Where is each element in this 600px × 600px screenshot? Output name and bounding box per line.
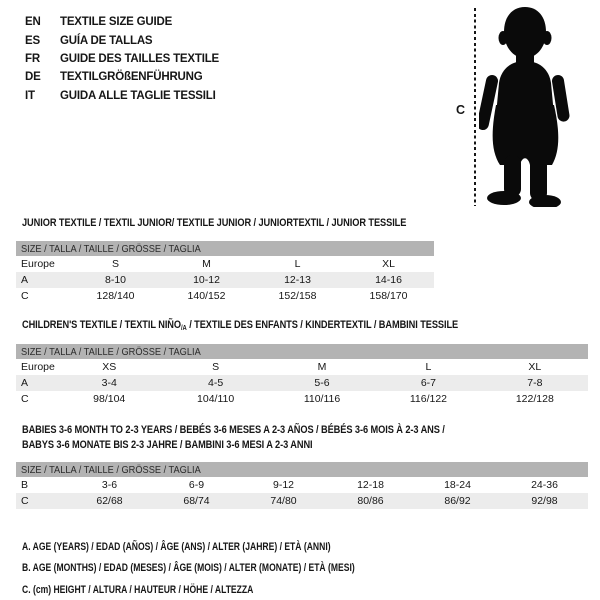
legend-line-a: A. AGE (YEARS) / EDAD (AÑOS) / ÂGE (ANS)… — [22, 540, 331, 553]
row-label: B — [21, 479, 29, 491]
babies-size-table: SIZE / TALLA / TAILLE / GRÖSSE / TAGLIA … — [16, 462, 588, 509]
size-header-bar: SIZE / TALLA / TAILLE / GRÖSSE / TAGLIA — [16, 462, 588, 477]
table-cell: 92/98 — [531, 495, 558, 507]
children-table-title: CHILDREN'S TEXTILE / TEXTIL NIÑO/A / TEX… — [22, 319, 541, 332]
size-header-text: SIZE / TALLA / TAILLE / GRÖSSE / TAGLIA — [21, 242, 201, 255]
table-cell: 3-4 — [101, 377, 117, 389]
legend-line-c: C. (cm) HEIGHT / ALTURA / HAUTEUR / HÖHE… — [22, 583, 254, 596]
size-header-bar: SIZE / TALLA / TAILLE / GRÖSSE / TAGLIA — [16, 344, 588, 359]
language-label: GUIDA ALLE TAGLIE TESSILI — [60, 89, 216, 102]
title-subscript: /A — [180, 325, 187, 332]
language-title-list: EN TEXTILE SIZE GUIDE ES GUÍA DE TALLAS … — [25, 13, 219, 105]
babies-table-title-line2: BABYS 3-6 MONATE BIS 2-3 JAHRE / BAMBINI… — [22, 439, 313, 451]
language-row-it: IT GUIDA ALLE TAGLIE TESSILI — [25, 87, 219, 105]
table-cell: 12-18 — [357, 479, 384, 491]
column-header-size: L — [294, 258, 301, 270]
column-header-size: S — [111, 258, 119, 270]
legend-line-b: B. AGE (MONTHS) / EDAD (MESES) / ÂGE (MO… — [22, 562, 355, 575]
table-cell: 116/122 — [409, 393, 448, 405]
table-row-height: C 62/68 68/74 74/80 80/86 86/92 92/98 — [16, 493, 588, 509]
language-code: FR — [25, 52, 40, 65]
language-label: GUIDE DES TAILLES TEXTILE — [60, 52, 219, 65]
language-row-fr: FR GUIDE DES TAILLES TEXTILE — [25, 50, 219, 68]
column-header-size: XL — [528, 361, 542, 373]
table-cell: 86/92 — [444, 495, 471, 507]
column-header-size: XS — [102, 361, 117, 373]
language-row-en: EN TEXTILE SIZE GUIDE — [25, 13, 219, 31]
measurement-legend: A. AGE (YEARS) / EDAD (AÑOS) / ÂGE (ANS)… — [22, 536, 449, 600]
size-header-bar: SIZE / TALLA / TAILLE / GRÖSSE / TAGLIA — [16, 241, 434, 256]
table-cell: 62/68 — [96, 495, 123, 507]
column-header-europe: Europe — [21, 361, 55, 373]
column-header-size: M — [202, 258, 211, 270]
junior-table-title: JUNIOR TEXTILE / TEXTIL JUNIOR/ TEXTILE … — [22, 217, 480, 229]
table-cell: 128/140 — [96, 290, 135, 302]
babies-table-title: BABIES 3-6 MONTH TO 2-3 YEARS / BEBÉS 3-… — [22, 424, 525, 454]
language-code: ES — [25, 34, 40, 47]
table-row-age-months: B 3-6 6-9 9-12 12-18 18-24 24-36 — [16, 477, 588, 493]
table-cell: 9-12 — [272, 479, 294, 491]
language-code: EN — [25, 16, 41, 29]
row-label: C — [21, 495, 29, 507]
junior-size-table: SIZE / TALLA / TAILLE / GRÖSSE / TAGLIA … — [16, 241, 434, 304]
language-label: TEXTILE SIZE GUIDE — [60, 16, 173, 29]
table-cell: 6-9 — [188, 479, 205, 491]
table-cell: 140/152 — [187, 290, 226, 302]
table-cell: 6-7 — [420, 377, 437, 389]
column-header-size: L — [425, 361, 432, 373]
table-cell: 3-6 — [101, 479, 118, 491]
table-cell: 104/110 — [197, 393, 235, 405]
table-cell: 158/170 — [369, 290, 408, 302]
table-cell: 18-24 — [444, 479, 471, 491]
table-cell: 12-13 — [284, 274, 311, 286]
table-cell: 98/104 — [93, 393, 126, 405]
table-cell: 74/80 — [270, 495, 297, 507]
table-row-age-years: A 8-10 10-12 12-13 14-16 — [16, 272, 434, 288]
table-cell: 80/86 — [357, 495, 384, 507]
baby-silhouette-icon — [479, 7, 570, 207]
language-label: TEXTILGRÖßENFÜHRUNG — [60, 71, 203, 84]
height-dashed-line — [474, 8, 476, 206]
column-header-size: S — [212, 361, 220, 373]
row-label: C — [21, 290, 29, 302]
size-header-text: SIZE / TALLA / TAILLE / GRÖSSE / TAGLIA — [21, 463, 201, 476]
babies-table-title-line1: BABIES 3-6 MONTH TO 2-3 YEARS / BEBÉS 3-… — [22, 424, 445, 436]
column-header-size: M — [317, 361, 327, 373]
height-label-c: C — [456, 103, 466, 117]
language-row-es: ES GUÍA DE TALLAS — [25, 31, 219, 49]
row-label: A — [21, 274, 29, 286]
language-label: GUÍA DE TALLAS — [60, 34, 153, 47]
junior-table-title-text: JUNIOR TEXTILE / TEXTIL JUNIOR/ TEXTILE … — [22, 217, 407, 229]
table-cell: 68/74 — [183, 495, 210, 507]
column-header-size: XL — [382, 258, 395, 270]
column-header-europe: Europe — [21, 258, 55, 270]
column-header-row: Europe XS S M L XL — [16, 359, 588, 375]
size-header-text: SIZE / TALLA / TAILLE / GRÖSSE / TAGLIA — [21, 345, 201, 358]
table-row-age-years: A 3-4 4-5 5-6 6-7 7-8 — [16, 375, 588, 391]
table-cell: 122/128 — [515, 393, 554, 405]
column-header-row: Europe S M L XL — [16, 256, 434, 272]
table-cell: 4-5 — [208, 377, 224, 389]
row-label: C — [21, 393, 29, 405]
table-cell: 24-36 — [531, 479, 558, 491]
table-row-height: C 128/140 140/152 152/158 158/170 — [16, 288, 434, 304]
children-table-title-text: CHILDREN'S TEXTILE / TEXTIL NIÑO/A / TEX… — [22, 319, 459, 332]
table-cell: 10-12 — [193, 274, 220, 286]
table-cell: 14-16 — [375, 274, 402, 286]
table-cell: 5-6 — [314, 377, 330, 389]
table-cell: 152/158 — [278, 290, 317, 302]
language-code: IT — [25, 89, 35, 102]
table-cell: 110/116 — [303, 393, 341, 405]
table-cell: 8-10 — [104, 274, 126, 286]
language-code: DE — [25, 71, 41, 84]
table-row-height: C 98/104 104/110 110/116 116/122 122/128 — [16, 391, 588, 407]
table-cell: 7-8 — [527, 377, 543, 389]
children-size-table: SIZE / TALLA / TAILLE / GRÖSSE / TAGLIA … — [16, 344, 588, 407]
row-label: A — [21, 377, 29, 389]
language-row-de: DE TEXTILGRÖßENFÜHRUNG — [25, 68, 219, 86]
